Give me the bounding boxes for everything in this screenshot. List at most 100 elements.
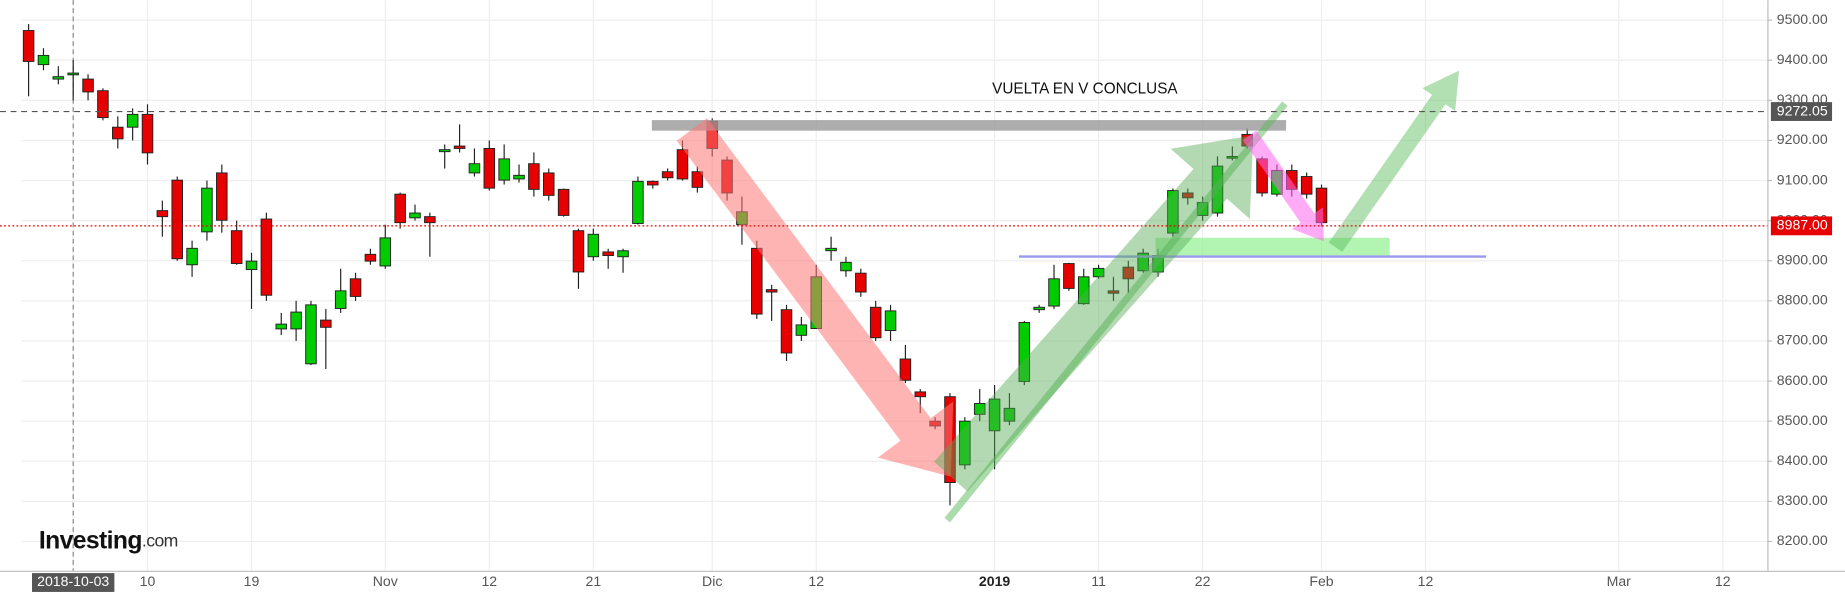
y-tick-label: 9200.00 [1777,131,1828,147]
support-band [1155,237,1390,256]
candle-body [409,212,421,219]
candle-body [765,289,778,293]
price-label-bg [1770,216,1833,236]
y-tick-label: 8400.00 [1777,452,1828,468]
candle-body [1167,190,1179,234]
x-tick-label: 21 [585,573,601,589]
candle-body [334,290,347,309]
candle-body [869,306,882,339]
candle-body [126,113,139,128]
candle-body [513,174,525,180]
candle-body [498,158,510,181]
candle-body [1077,276,1090,305]
candle-body [1092,267,1105,278]
candle-body [483,147,496,189]
trend-line [944,101,1288,523]
x-tick-label: 12 [1418,573,1434,589]
candle-body [973,403,986,415]
x-tick-label: 12 [481,573,497,589]
candle-body [67,72,79,76]
y-tick-label: 8200.00 [1777,532,1828,548]
candle-body [320,319,332,328]
candle-body [171,179,183,260]
x-tick-label: Mar [1607,573,1632,589]
x-tick-label: 11 [1091,573,1106,589]
candle-body [82,78,94,93]
candle-body [186,247,198,266]
candle-body [884,310,897,331]
candle-body [602,251,614,257]
x-tick-label: 22 [1195,573,1211,589]
candle-body [424,216,436,224]
candle-body [1033,306,1045,311]
resistance-band [651,120,1287,131]
candle-body [780,309,793,354]
candle-body [542,172,555,196]
candle-body [557,188,570,216]
price-label: 9272.05 [1777,102,1828,118]
brand-logo: Investing.com [39,527,178,554]
candle-body [1003,407,1016,422]
candle-body [840,261,852,272]
candle-body [825,247,837,252]
candle-body [22,30,35,62]
x-tick-label: Dic [702,573,722,589]
x-tick-label: 12 [808,573,824,589]
x-tick-label: 2018-10-03 [37,573,109,589]
candle-body [438,149,451,153]
y-tick-label: 8800.00 [1777,292,1828,308]
candle-body [587,233,600,258]
grid [21,0,1768,571]
crosshair-label-bg [32,573,115,592]
candle-body [1137,252,1149,272]
candle-body [112,126,124,140]
candle-body [52,76,65,80]
candle-body [394,193,406,224]
candle-body [572,230,585,273]
candle-body [245,260,258,271]
candle-body [1018,322,1031,382]
y-tick-label: 9400.00 [1777,51,1828,67]
y-tick-label: 9100.00 [1777,171,1828,187]
candle-body [364,253,377,262]
x-tick-label: Feb [1309,573,1333,589]
price-label: 8987.00 [1777,217,1828,233]
candle-body [691,171,704,188]
x-tick-label: 19 [244,573,260,589]
arrow [1242,130,1324,242]
candle-body [632,180,644,224]
x-tick-label: Nov [373,573,398,589]
y-tick-label: 8500.00 [1777,412,1828,428]
candle-body [468,163,481,174]
annotation: VUELTA EN V CONCLUSA [992,81,1178,98]
candle-body [453,145,466,149]
candle-body [275,323,288,330]
x-tick-label: 10 [140,573,156,589]
candle-body [855,272,867,293]
arrow [1328,70,1460,252]
candle-body [959,420,971,466]
candle-body [617,250,629,258]
candle-body [899,358,912,381]
candle-body [379,237,392,267]
candle-body [1048,278,1060,307]
candle-body [795,324,808,336]
candle-body [97,90,109,119]
candle-body [1063,263,1075,289]
x-tick-label: 12 [1715,573,1731,589]
drawings [651,70,1487,523]
candle-body [528,163,540,190]
x-tick-label: 2019 [979,573,1011,589]
candle-body [1300,176,1313,195]
candle-body [1107,290,1120,294]
candle-body [1122,266,1135,280]
candle-body [305,304,317,365]
candle-body [156,210,169,218]
y-tick-label: 9500.00 [1777,11,1828,27]
candle-body [216,172,228,221]
candle-body [914,391,927,398]
arrow [934,135,1254,492]
y-tick-label: 8600.00 [1777,372,1828,388]
brand-suffix: .com [142,530,178,550]
